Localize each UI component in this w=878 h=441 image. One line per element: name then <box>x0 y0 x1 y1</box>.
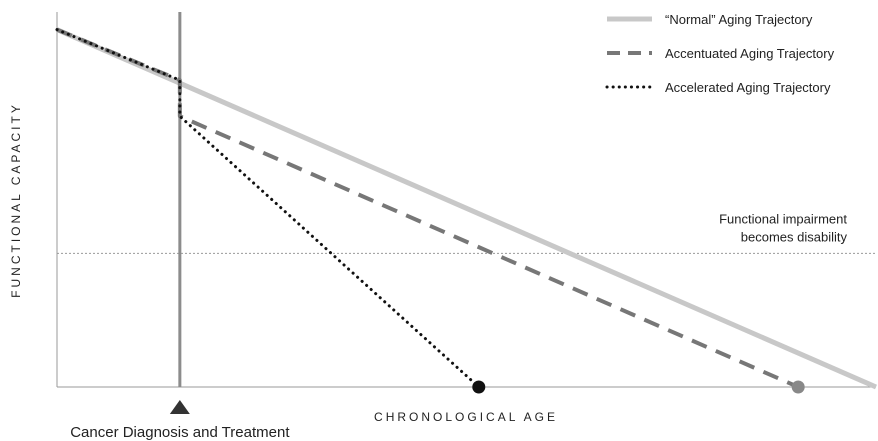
y-axis-label: FUNCTIONAL CAPACITY <box>9 102 23 298</box>
x-axis-label: CHRONOLOGICAL AGE <box>374 410 558 424</box>
cancer-diagnosis-triangle-icon <box>169 400 190 414</box>
legend-label-dotted: Accelerated Aging Trajectory <box>665 80 831 95</box>
cancer-diagnosis-label: Cancer Diagnosis and Treatment <box>70 424 290 441</box>
axes <box>56 12 876 388</box>
legend: “Normal” Aging Trajectory Accentuated Agi… <box>605 12 835 95</box>
series-line-dotted <box>55 28 481 389</box>
threshold-label-line2: becomes disability <box>741 229 848 244</box>
series-layer <box>55 27 877 394</box>
series-end-marker-dashed <box>791 380 805 394</box>
threshold-label-line1: Functional impairment <box>719 211 847 226</box>
series-end-marker-dotted <box>472 380 486 394</box>
series-line-solid <box>56 27 877 390</box>
legend-label-solid: “Normal” Aging Trajectory <box>665 12 813 27</box>
legend-label-dashed: Accentuated Aging Trajectory <box>665 46 835 61</box>
